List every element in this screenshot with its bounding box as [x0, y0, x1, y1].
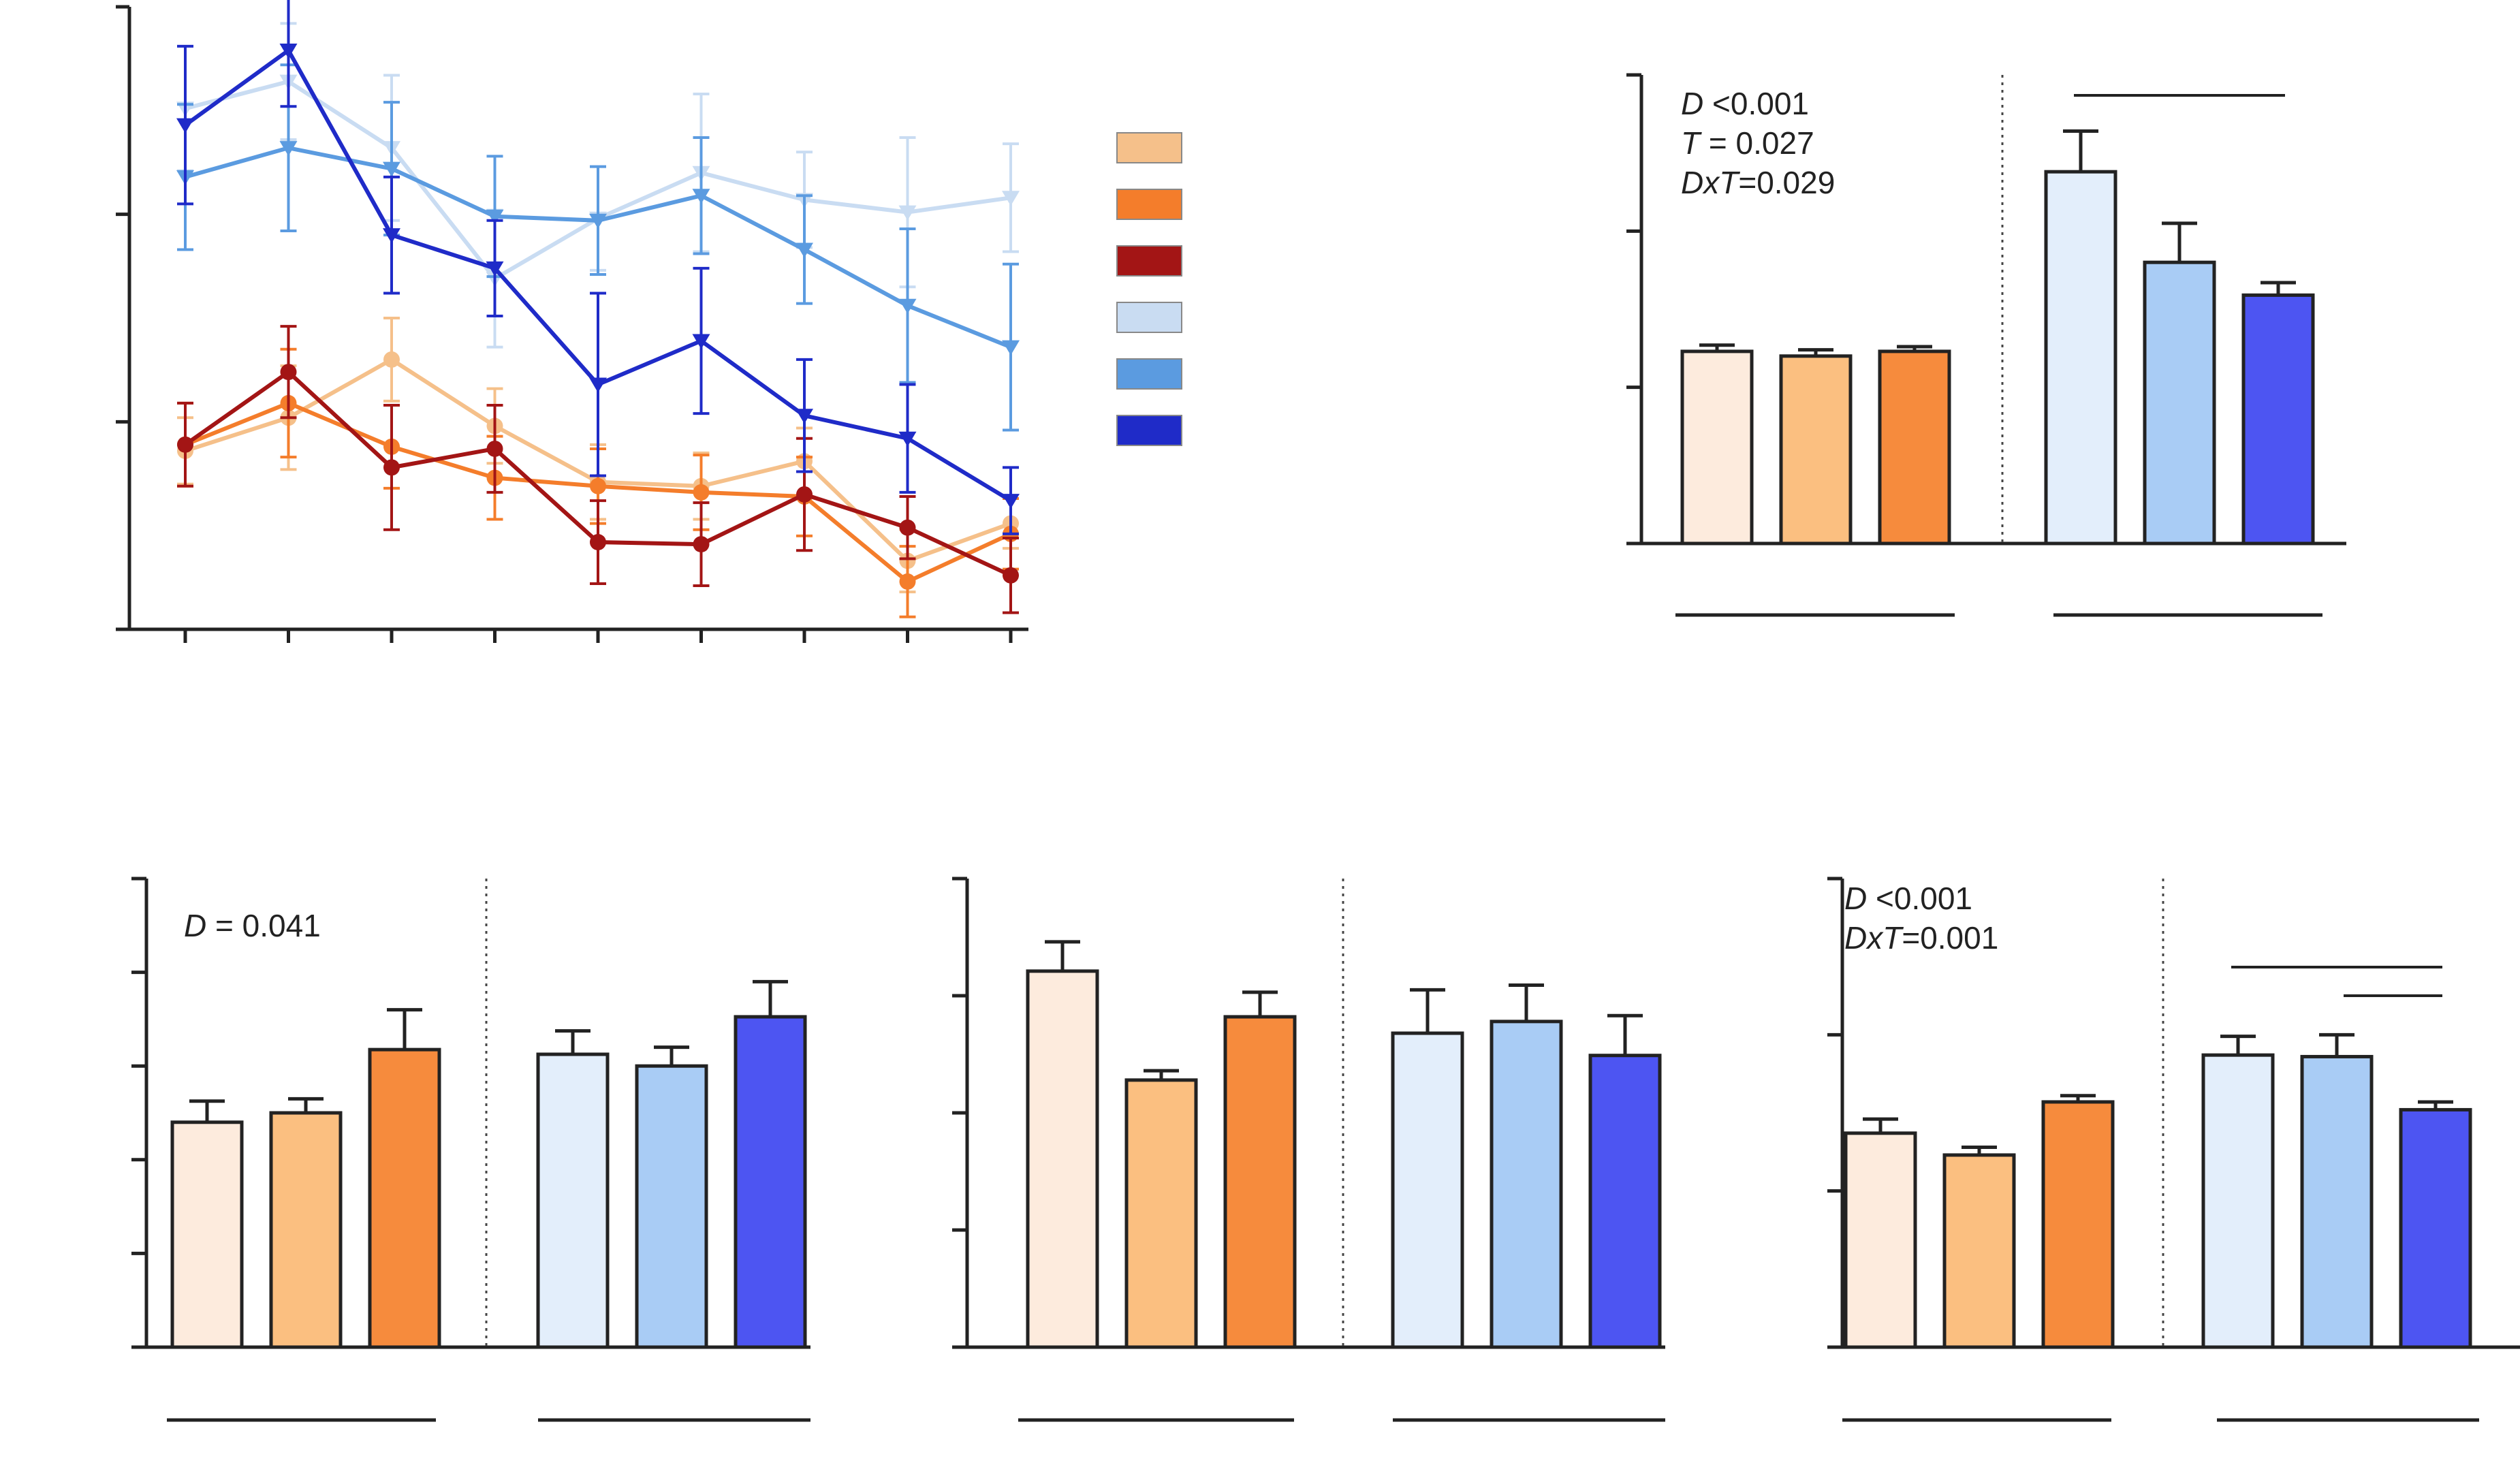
bar — [1124, 1078, 1198, 1349]
stat-line: D <0.001 — [1681, 86, 1809, 121]
data-point — [898, 205, 917, 221]
data-point — [1002, 191, 1020, 206]
series-std-h2 — [177, 325, 1019, 614]
stat-line: DxT=0.029 — [1681, 165, 1835, 200]
data-point — [693, 484, 710, 501]
data-point — [176, 118, 194, 133]
legend-swatch — [1116, 245, 1182, 277]
data-point — [796, 409, 813, 424]
stat-value: =0.001 — [1902, 920, 1998, 956]
data-point — [280, 364, 297, 381]
stat-label: DxT — [1844, 920, 1904, 956]
data-point — [383, 228, 400, 244]
stat-label: D — [1844, 881, 1867, 916]
bar — [2300, 1054, 2374, 1349]
legend-swatch — [1116, 302, 1182, 333]
data-point — [279, 141, 298, 157]
bar — [734, 1015, 807, 1349]
stat-line: DxT=0.001 — [1844, 920, 1998, 956]
bar — [536, 1052, 610, 1349]
bar — [2241, 293, 2315, 546]
legend-swatch — [1116, 358, 1182, 390]
stat-value: <0.001 — [1703, 86, 1809, 121]
data-point — [1002, 340, 1020, 356]
panel-sbp — [116, 0, 1182, 643]
bar — [1779, 354, 1853, 546]
data-point — [590, 534, 606, 551]
bar — [2399, 1107, 2472, 1349]
data-point — [177, 436, 193, 453]
data-point — [486, 440, 503, 457]
data-point — [383, 161, 400, 177]
bar — [1680, 349, 1754, 546]
bar — [1223, 1015, 1297, 1349]
stat-line: T = 0.027 — [1681, 125, 1814, 161]
data-point — [693, 536, 710, 553]
data-point — [589, 377, 607, 393]
stat-line: D = 0.041 — [184, 908, 321, 943]
data-point — [590, 477, 606, 494]
panel-icam: D = 0.041 — [131, 877, 810, 1422]
data-point — [796, 242, 813, 258]
data-point — [486, 209, 504, 225]
series-caf-h2 — [176, 0, 1020, 535]
bar — [2044, 170, 2117, 546]
legend-swatch — [1116, 189, 1182, 220]
data-point — [796, 486, 813, 503]
data-point — [898, 431, 917, 447]
data-point — [1003, 567, 1019, 584]
data-point — [692, 334, 710, 349]
bar — [1844, 1131, 1917, 1349]
stat-label: D — [1681, 86, 1703, 121]
data-point — [1002, 494, 1020, 509]
stat-value: = 0.027 — [1700, 125, 1814, 161]
stat-value: =0.029 — [1738, 165, 1835, 200]
stat-label: DxT — [1681, 165, 1740, 200]
legend — [1116, 132, 1182, 446]
bar — [1588, 1054, 1662, 1349]
bar — [2201, 1053, 2275, 1349]
stat-label: T — [1681, 125, 1702, 161]
stat-value: = 0.041 — [206, 908, 321, 943]
panel-mcp: D <0.001 DxT=0.001 — [1827, 877, 2520, 1422]
bar — [635, 1064, 708, 1349]
data-point — [898, 298, 917, 314]
data-point — [383, 351, 400, 368]
legend-swatch — [1116, 132, 1182, 163]
bar — [269, 1111, 343, 1349]
data-point — [899, 519, 916, 536]
stat-value: <0.001 — [1867, 881, 1972, 916]
data-point — [899, 573, 916, 590]
data-point — [383, 459, 400, 476]
data-point — [486, 261, 504, 277]
bar — [170, 1120, 244, 1349]
bar — [1942, 1153, 2016, 1349]
bar — [2041, 1100, 2115, 1349]
bar — [1391, 1031, 1464, 1349]
legend-swatch — [1116, 415, 1182, 446]
bar — [1878, 349, 1951, 546]
data-point — [589, 213, 607, 229]
data-point — [279, 43, 298, 59]
panel-vcam — [952, 877, 1665, 1422]
bar — [1490, 1020, 1563, 1349]
stat-line: D <0.001 — [1844, 881, 1972, 916]
bar — [2143, 260, 2216, 546]
bar — [1026, 969, 1099, 1349]
series-caf-h1 — [176, 63, 1020, 432]
data-point — [692, 189, 710, 204]
bar — [368, 1047, 441, 1349]
stat-label: D — [184, 908, 206, 943]
